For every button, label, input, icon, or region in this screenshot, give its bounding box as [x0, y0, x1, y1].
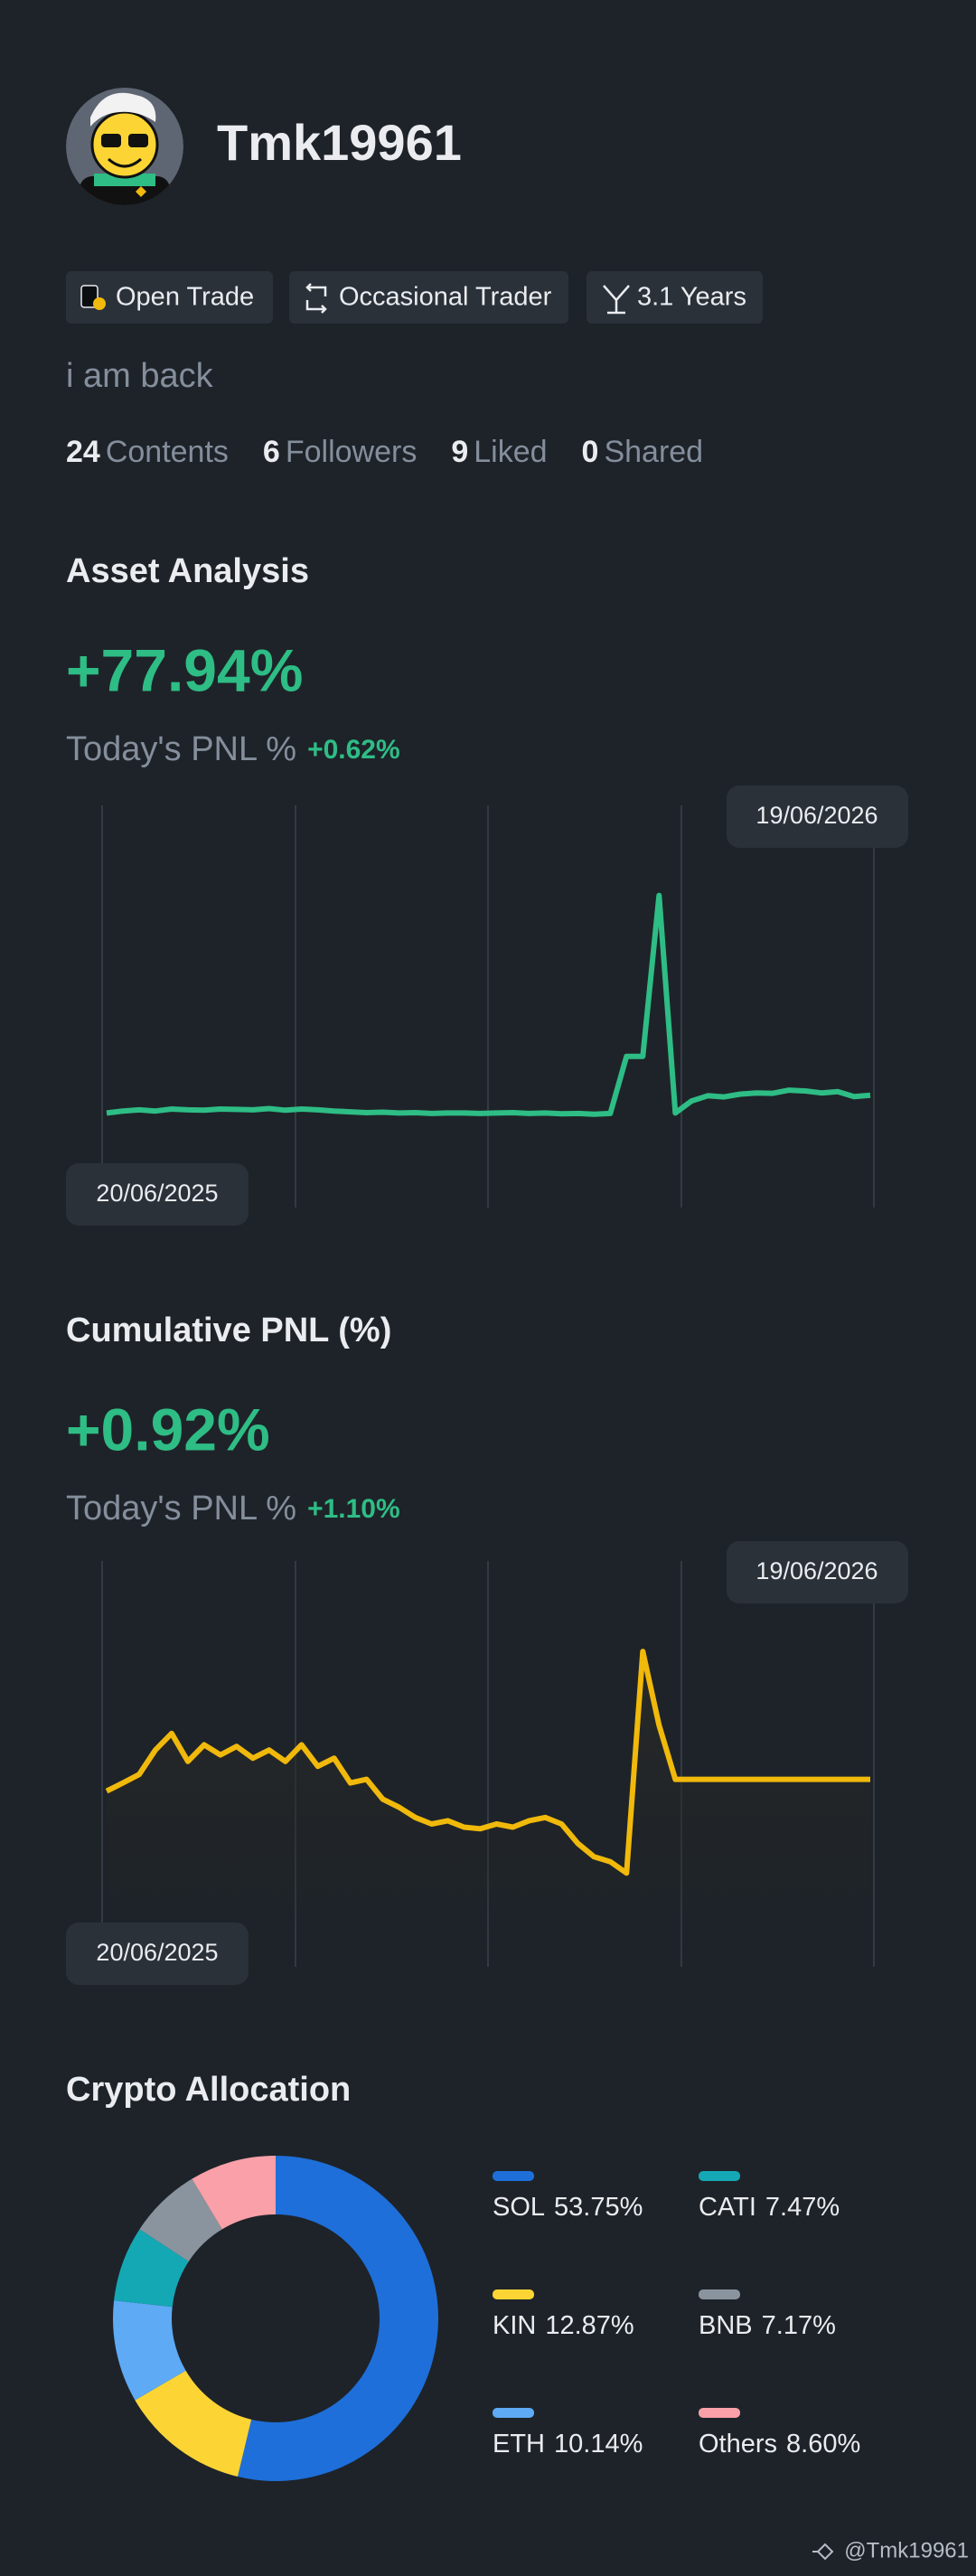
section-title: Cumulative PNL (%) — [66, 1312, 391, 1349]
donut-slice — [135, 2370, 252, 2477]
legend-name: Others — [699, 2430, 777, 2458]
legend-entry: ETH 10.14% — [493, 2430, 643, 2458]
legend-value: 7.47% — [765, 2193, 840, 2222]
area-shade — [107, 1651, 870, 1967]
stat-count: 9 — [451, 435, 468, 469]
donut-slice — [114, 2229, 189, 2308]
pnl-label: Today's PNL % — [66, 1490, 296, 1528]
date-box — [727, 1541, 908, 1603]
legend-name: ETH — [493, 2430, 545, 2458]
tag-icon — [603, 285, 630, 315]
legend-name: KIN — [493, 2311, 536, 2340]
legend-value: 7.17% — [762, 2311, 836, 2340]
stat-label: Contents — [106, 435, 229, 469]
username: Tmk19961 — [217, 114, 462, 171]
stat-count: 24 — [66, 435, 100, 469]
bio: i am back — [66, 357, 214, 395]
legend-entry: KIN 12.87% — [493, 2311, 634, 2340]
legend-value: 10.14% — [554, 2430, 643, 2458]
pnl-row: Today's PNL % +1.10% — [66, 1490, 400, 1528]
section-title: Crypto Allocation — [66, 2071, 351, 2109]
date-box — [66, 1163, 249, 1226]
legend-entry: CATI 7.47% — [699, 2193, 840, 2222]
stat-label: Shared — [604, 435, 703, 469]
donut-slice — [237, 2156, 438, 2481]
legend-value: 53.75% — [554, 2193, 643, 2222]
legend-entry: SOL 53.75% — [493, 2193, 643, 2222]
tag-label: Open Trade — [116, 283, 254, 312]
headline-value: +77.94% — [66, 636, 303, 703]
pnl-label: Today's PNL % — [66, 730, 296, 768]
legend-swatch — [699, 2289, 740, 2299]
pnl-row: Today's PNL % +0.62% — [66, 730, 400, 768]
tag — [289, 271, 568, 324]
donut-slice — [192, 2156, 276, 2230]
tag-label: Occasional Trader — [339, 283, 552, 312]
legend-name: BNB — [699, 2311, 753, 2340]
tag-icon — [305, 283, 327, 314]
stat-count: 6 — [263, 435, 280, 469]
end-date: 19/06/2026 — [755, 802, 877, 829]
legend-entry: Others 8.60% — [699, 2430, 860, 2458]
start-date: 20/06/2025 — [96, 1939, 218, 1966]
donut-slice — [112, 2300, 186, 2401]
stat-label: Liked — [474, 435, 547, 469]
legend-value: 12.87% — [545, 2311, 633, 2340]
watermark: @Tmk19961 — [844, 2538, 969, 2562]
start-date: 20/06/2025 — [96, 1180, 218, 1207]
pnl-value: +0.62% — [307, 735, 400, 765]
headline-value: +0.92% — [66, 1396, 270, 1462]
legend-name: CATI — [699, 2193, 756, 2222]
legend-swatch — [493, 2171, 534, 2181]
date-box — [727, 785, 908, 848]
stat-count: 0 — [582, 435, 599, 469]
tag-icon — [93, 297, 106, 310]
legend-swatch — [699, 2171, 740, 2181]
data-line — [106, 892, 871, 1117]
donut-slice — [139, 2178, 222, 2261]
date-box — [66, 1923, 249, 1985]
legend-swatch — [493, 2408, 534, 2418]
stats: 24 Contents 6 Followers 9 Liked 0 Shared — [66, 435, 703, 469]
legend-swatch — [493, 2289, 534, 2299]
legend-value: 8.60% — [786, 2430, 860, 2458]
tag — [66, 271, 273, 324]
data-line — [105, 1649, 870, 1876]
section-title: Asset Analysis — [66, 552, 309, 590]
tag — [587, 271, 763, 324]
tag-label: 3.1 Years — [637, 283, 746, 312]
legend-swatch — [699, 2408, 740, 2418]
end-date: 19/06/2026 — [755, 1557, 877, 1584]
legend-name: SOL — [493, 2193, 545, 2222]
stat-label: Followers — [286, 435, 417, 469]
legend-entry: BNB 7.17% — [699, 2311, 836, 2340]
pnl-value: +1.10% — [307, 1494, 400, 1524]
watermark-icon — [812, 2543, 834, 2561]
